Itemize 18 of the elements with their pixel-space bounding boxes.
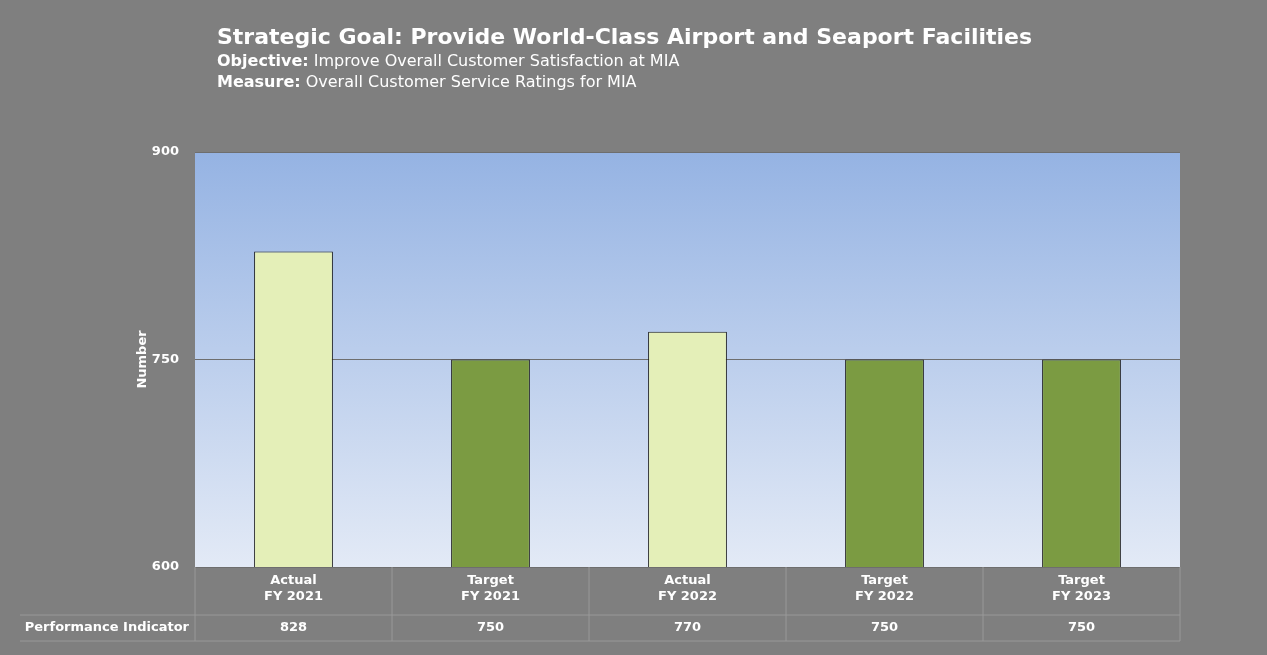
x-tick-label: Target FY 2022 bbox=[854, 572, 915, 603]
x-tick-label: Target FY 2021 bbox=[460, 572, 521, 603]
text: Measure: Overall Customer Service Ratings for MIA bbox=[217, 72, 637, 91]
data-label: 750 bbox=[1067, 619, 1096, 635]
data-label: 750 bbox=[476, 619, 505, 635]
y-tick-label: 600 bbox=[151, 558, 179, 574]
x-tick-label: Actual FY 2021 bbox=[263, 572, 324, 603]
y-tick-label: 750 bbox=[151, 350, 179, 366]
y-tick-label: 900 bbox=[151, 143, 179, 159]
data-label: 828 bbox=[279, 619, 308, 635]
data-label: 770 bbox=[673, 619, 702, 635]
chart-subtitle: Objective: Improve Overall Customer Satisfaction at MIA bbox=[217, 51, 680, 70]
x-tick-label: Target FY 2023 bbox=[1051, 572, 1112, 603]
y-axis-title: Number bbox=[134, 329, 150, 389]
text: Performance Indicator bbox=[24, 619, 190, 635]
data-label: 750 bbox=[870, 619, 899, 635]
chart-title: Strategic Goal: Provide World-Class Airport and Seaport Facilities bbox=[217, 24, 1033, 49]
x-tick-label: Actual FY 2022 bbox=[657, 572, 718, 603]
